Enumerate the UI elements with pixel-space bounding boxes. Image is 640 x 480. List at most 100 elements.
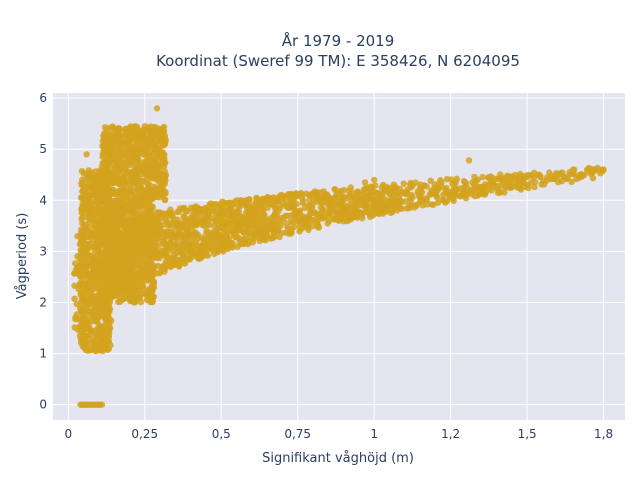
data-point [94,192,101,199]
data-point [157,190,164,197]
data-point [186,256,193,263]
data-point [332,186,339,193]
y-tick-label: 2 [39,295,47,309]
data-point [153,160,161,167]
data-point [120,287,127,294]
data-point [309,209,316,217]
data-point [104,302,111,309]
data-point [106,200,113,207]
data-point [137,273,144,281]
x-tick-label: 1,2 [441,427,460,441]
x-tick-label: 0,75 [284,427,311,441]
data-point [279,194,286,202]
data-point [106,159,113,167]
data-point [372,182,379,189]
x-tick-labels: 0 0,25 0,5 0,75 1 1,2 1,5 1,8 [64,427,613,441]
data-point [116,258,123,266]
data-point [259,204,266,211]
data-point [79,333,87,341]
data-point [160,157,168,164]
data-point [191,205,198,212]
data-point [319,206,326,213]
data-point [100,343,107,350]
data-point [84,307,92,315]
data-point [77,317,84,324]
data-point [114,171,121,178]
data-point [314,222,322,229]
data-point [145,206,152,213]
data-point [94,319,101,326]
data-point [100,144,108,151]
data-point [101,129,108,137]
data-point [102,209,109,217]
data-point [270,219,278,226]
data-point [141,123,149,130]
data-point [80,288,87,295]
data-point [103,283,110,291]
data-point [95,274,102,281]
y-tick-label: 1 [39,347,47,361]
data-point [140,151,147,158]
data-point [474,176,481,183]
data-point [121,164,129,171]
data-point [479,173,486,181]
data-point [340,186,348,194]
data-point [126,231,134,238]
data-point [124,243,131,250]
data-point [361,179,369,186]
data-point [96,295,103,302]
data-point [71,282,78,289]
data-point [568,178,575,185]
data-point [181,254,188,262]
data-point [78,215,85,222]
data-point [160,129,167,137]
data-point [276,205,284,212]
data-point [103,187,110,194]
data-point [81,221,88,228]
data-point [142,140,149,147]
data-point [501,189,508,196]
data-point [423,183,430,190]
data-point [161,196,168,204]
data-point [325,217,333,225]
data-point [158,209,165,217]
data-point [161,168,168,175]
data-point [82,300,90,307]
data-point [409,194,416,201]
data-point [79,176,86,183]
data-point [163,228,170,235]
data-point [319,199,326,207]
data-point [141,190,148,197]
data-point [114,156,121,163]
data-point [501,183,508,191]
y-tick-label: 0 [39,398,47,412]
x-tick-label: 0,25 [131,427,158,441]
data-point [453,175,460,182]
data-point [304,223,311,230]
data-point [371,176,378,184]
data-point [78,269,85,276]
data-point [147,188,155,196]
data-point [144,133,151,140]
data-point [161,141,168,148]
data-point [571,166,578,173]
x-tick-label: 1,5 [518,427,537,441]
data-point [122,183,130,190]
data-point [161,265,168,272]
data-point [339,198,346,205]
data-point [106,150,114,157]
data-point [438,179,445,186]
data-point [130,172,137,180]
data-point [255,212,262,220]
data-point [354,188,361,195]
x-tick-label: 0,5 [212,427,231,441]
data-point [72,260,79,267]
data-point [151,175,158,182]
data-point [334,209,341,216]
data-point [93,260,101,267]
data-point [83,320,90,327]
data-point [581,171,588,178]
chart-title-line1: År 1979 - 2019 [282,31,395,50]
data-point [117,298,124,305]
x-tick-label: 1,8 [594,427,613,441]
